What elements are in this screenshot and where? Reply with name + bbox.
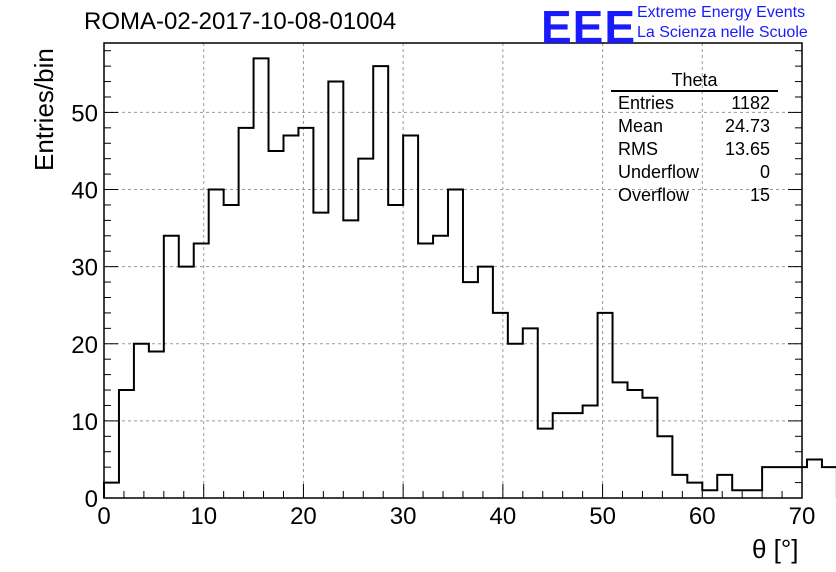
stats-value: 13.65	[724, 139, 770, 159]
stats-title: Theta	[611, 70, 778, 92]
histogram-bin	[493, 313, 508, 498]
stats-row-entries: Entries 1182	[611, 92, 778, 115]
x-tick-label: 60	[689, 503, 716, 530]
histogram-bin	[313, 213, 328, 498]
histogram-bin	[807, 459, 822, 498]
histogram-bin	[702, 490, 717, 498]
histogram-bin	[747, 490, 762, 498]
stats-row-rms: RMS 13.65	[611, 138, 778, 161]
x-tick-label: 70	[789, 503, 816, 530]
histogram-bin	[134, 344, 149, 498]
stats-value: 0	[759, 162, 770, 182]
histogram-bin	[613, 382, 628, 498]
histogram-bin	[568, 413, 583, 498]
eee-logo-text: Extreme Energy Events La Scienza nelle S…	[637, 3, 808, 43]
histogram-bin	[283, 136, 298, 498]
histogram-bin	[254, 58, 269, 498]
stats-label: Mean	[618, 116, 664, 136]
histogram-bin	[777, 467, 792, 498]
histogram-bin	[598, 313, 613, 498]
eee-logo-mark: EEE	[541, 1, 637, 53]
x-tick-label: 10	[190, 503, 217, 530]
stats-row-mean: Mean 24.73	[611, 115, 778, 138]
plot-frame	[103, 42, 803, 499]
histogram-bin	[762, 467, 777, 498]
histogram-bin	[358, 159, 373, 498]
x-axis-label: θ [°]	[752, 534, 799, 564]
histogram-bin	[732, 490, 747, 498]
histogram-bin	[628, 390, 643, 498]
histogram-bin	[403, 136, 418, 498]
axes: 0 10 20 30 40 50 60 70 0 10 20 30 40 50	[71, 42, 816, 530]
chart-title: ROMA-02-2017-10-08-01004	[84, 8, 397, 35]
histogram-bin	[179, 267, 194, 498]
histogram-bin	[239, 128, 254, 498]
histogram-bin	[388, 205, 403, 498]
histogram-series	[103, 57, 836, 498]
histogram-bin	[418, 244, 433, 498]
stats-row-overflow: Overflow 15	[611, 184, 778, 207]
histogram-bin	[433, 236, 448, 498]
stats-value: 24.73	[724, 116, 770, 136]
histogram-bin	[298, 128, 313, 498]
histogram-bin	[538, 429, 553, 498]
stats-box: Theta Entries 1182 Mean 24.73 RMS 13.65 …	[611, 70, 778, 207]
histogram-bin	[194, 244, 209, 498]
histogram-bin	[373, 66, 388, 498]
x-tick-label: 20	[290, 503, 317, 530]
stats-label: Underflow	[618, 162, 700, 182]
histogram-bin	[553, 413, 568, 498]
histogram-bin	[149, 351, 164, 498]
histogram-bin	[657, 436, 672, 498]
histogram-bin	[478, 267, 493, 498]
histogram-bin	[463, 282, 478, 498]
histogram-bin	[508, 344, 523, 498]
histogram-bin	[672, 475, 687, 498]
histogram-bin	[104, 483, 119, 498]
stats-row-underflow: Underflow 0	[611, 161, 778, 184]
y-tick-label: 20	[71, 332, 98, 359]
stats-label: RMS	[618, 139, 658, 159]
histogram-bin	[583, 405, 598, 498]
x-tick-label: 40	[490, 503, 517, 530]
histogram-bin	[209, 190, 224, 498]
y-axis-label: Entries/bin	[29, 48, 59, 171]
x-tick-label: 0	[97, 503, 110, 530]
logo-line-2: La Scienza nelle Scuole	[637, 24, 808, 41]
histogram-bin	[164, 236, 179, 498]
histogram-bin	[224, 205, 239, 498]
y-tick-label: 50	[71, 100, 98, 127]
histogram-bin	[687, 483, 702, 498]
histogram-bin	[822, 467, 836, 498]
histogram-bin	[328, 82, 343, 498]
histogram-outline	[103, 57, 836, 498]
x-tick-label: 50	[589, 503, 616, 530]
histogram-bin	[642, 398, 657, 498]
y-tick-label: 30	[71, 255, 98, 282]
histogram-bin	[269, 151, 284, 498]
stats-label: Entries	[618, 93, 675, 113]
stats-label: Overflow	[618, 185, 690, 205]
logo-line-1: Extreme Energy Events	[637, 4, 806, 21]
y-tick-label: 0	[85, 486, 98, 513]
histogram-bin	[448, 190, 463, 498]
y-tick-label: 40	[71, 178, 98, 205]
histogram-bin	[523, 328, 538, 498]
histogram-bin	[343, 220, 358, 498]
histogram-bin	[119, 390, 134, 498]
x-tick-label: 30	[390, 503, 417, 530]
y-tick-label: 10	[71, 409, 98, 436]
stats-value: 15	[749, 185, 770, 205]
stats-value: 1182	[731, 93, 770, 113]
histogram-bin	[717, 475, 732, 498]
